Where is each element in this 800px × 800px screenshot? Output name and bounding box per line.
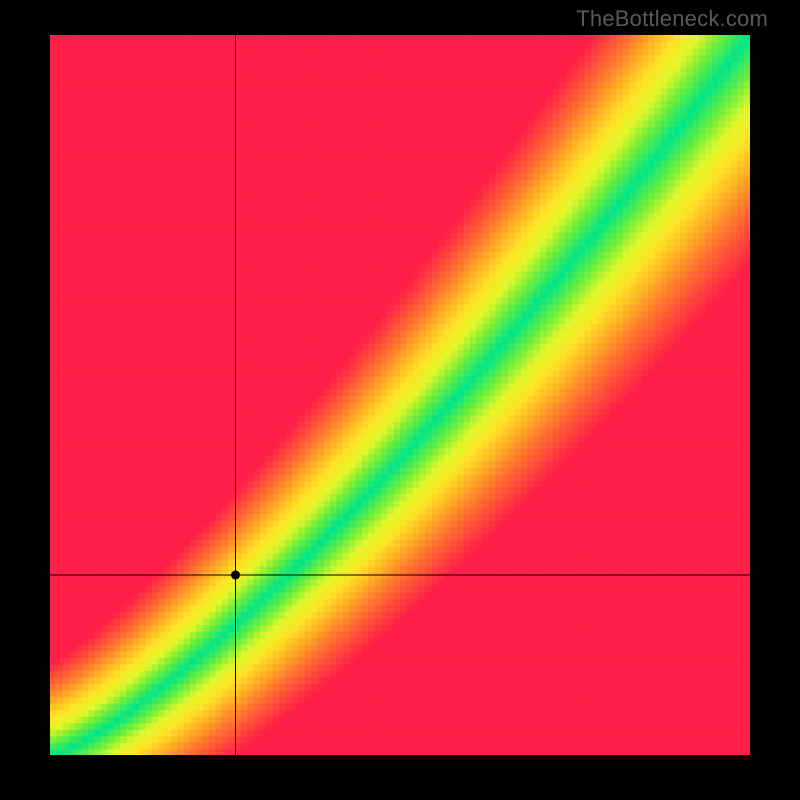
heatmap-canvas: [50, 35, 750, 755]
watermark-text: TheBottleneck.com: [576, 6, 768, 32]
chart-frame: TheBottleneck.com: [0, 0, 800, 800]
plot-area: [50, 35, 750, 755]
